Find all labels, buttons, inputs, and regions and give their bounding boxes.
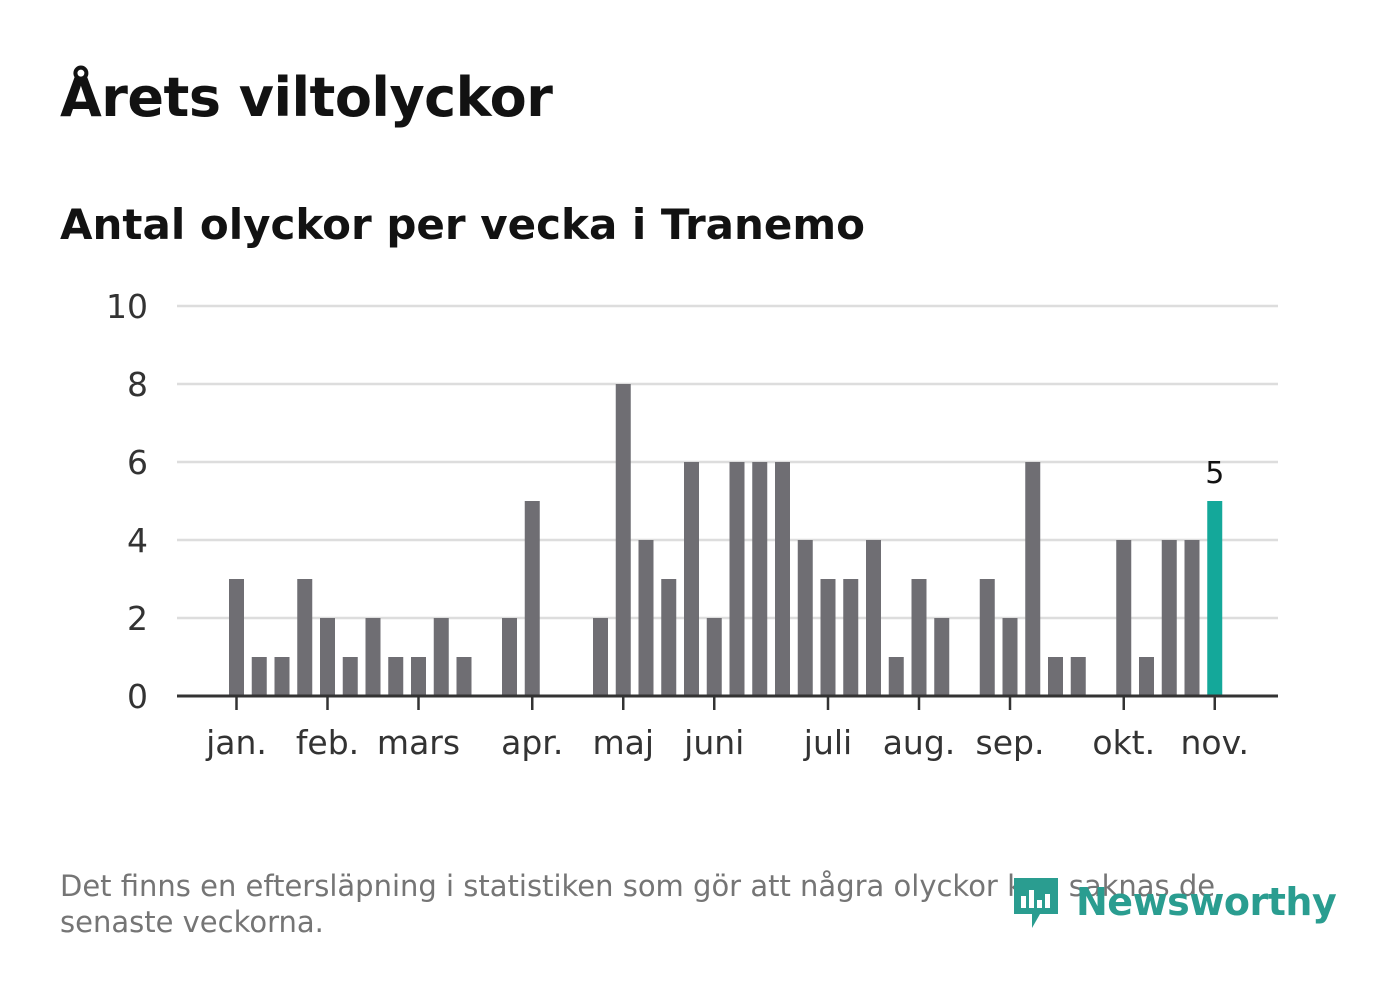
data-label-latest: 5 xyxy=(1205,456,1224,491)
x-tick-label-feb: feb. xyxy=(296,723,359,762)
bar-week-27 xyxy=(820,579,836,696)
bar-week-22 xyxy=(706,618,722,696)
chart-title: Årets viltolyckor xyxy=(60,66,553,129)
bar-week-32 xyxy=(934,618,950,696)
x-tick-label-aug: aug. xyxy=(883,723,956,762)
bar-week-25 xyxy=(775,462,790,696)
x-tick-label-juni: juni xyxy=(683,723,744,762)
bar-week-13 xyxy=(502,618,517,696)
x-tick-label-juli: juli xyxy=(803,723,852,762)
bar-week-10 xyxy=(433,618,449,696)
bar-week-30 xyxy=(888,657,904,696)
bar-week-28 xyxy=(843,579,859,696)
bar-week-31 xyxy=(911,579,927,696)
bar-week-7 xyxy=(365,618,381,696)
bar-week-17 xyxy=(593,618,608,696)
chart-subtitle: Antal olyckor per vecka i Tranemo xyxy=(60,200,866,249)
bar-week-11 xyxy=(456,657,472,696)
x-tick-label-jan: jan. xyxy=(205,723,267,762)
x-tick-label-mars: mars xyxy=(377,723,460,762)
y-tick-label-0: 0 xyxy=(127,677,148,716)
bar-week-23 xyxy=(729,462,745,696)
bar-week-5 xyxy=(320,618,335,696)
bar-week-21 xyxy=(684,462,699,696)
bar-week-8 xyxy=(388,657,404,696)
bar-week-2 xyxy=(251,657,267,696)
x-tick-label-apr: apr. xyxy=(501,723,563,762)
bar-week-24 xyxy=(752,462,768,696)
bar-week-43 xyxy=(1184,540,1200,696)
y-tick-label-6: 6 xyxy=(127,443,148,482)
bar-week-9 xyxy=(411,657,426,696)
bar-week-6 xyxy=(342,657,358,696)
bar-week-20 xyxy=(661,579,677,696)
bar-week-26 xyxy=(797,540,813,696)
x-tick-label-okt: okt. xyxy=(1092,723,1155,762)
x-tick-label-nov: nov. xyxy=(1180,723,1249,762)
bar-week-38 xyxy=(1070,657,1086,696)
bar-week-42 xyxy=(1161,540,1177,696)
y-tick-label-4: 4 xyxy=(127,521,148,560)
bar-week-14 xyxy=(524,501,540,696)
x-tick-label-maj: maj xyxy=(592,723,654,762)
bar-week-41 xyxy=(1139,657,1154,696)
bar-week-40 xyxy=(1116,540,1132,696)
bar-week-3 xyxy=(274,657,290,696)
bar-week-44 xyxy=(1207,501,1223,696)
bar-week-35 xyxy=(1002,618,1018,696)
y-tick-label-8: 8 xyxy=(127,365,148,404)
bar-week-37 xyxy=(1048,657,1063,696)
newsworthy-logo: Newsworthy xyxy=(1010,872,1337,932)
bar-week-1 xyxy=(229,579,244,696)
bar-week-34 xyxy=(979,579,995,696)
bar-week-36 xyxy=(1025,462,1041,696)
y-tick-label-10: 10 xyxy=(106,287,148,326)
bar-week-29 xyxy=(866,540,881,696)
bar-week-4 xyxy=(297,579,313,696)
newsworthy-logo-icon xyxy=(1014,878,1058,928)
bar-week-18 xyxy=(615,384,631,696)
bar-week-19 xyxy=(638,540,654,696)
y-tick-label-2: 2 xyxy=(127,599,148,638)
x-tick-label-sep: sep. xyxy=(976,723,1045,762)
newsworthy-logo-text: Newsworthy xyxy=(1076,880,1337,924)
